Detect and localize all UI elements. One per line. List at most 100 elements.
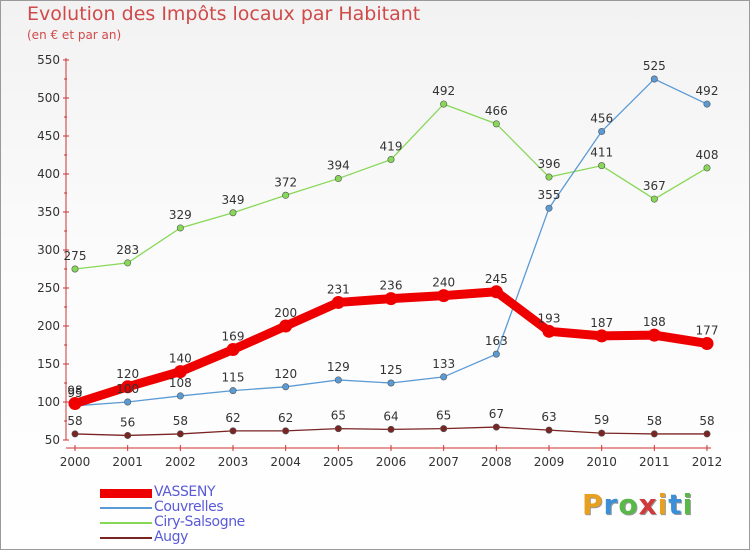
legend-swatch [100, 507, 152, 509]
point-ciry-salsogne [334, 175, 342, 183]
point-vasseny [68, 397, 82, 411]
x-tick-label: 2005 [323, 455, 354, 469]
legend-label: Augy [154, 529, 189, 545]
point-ciry-salsogne [176, 224, 184, 232]
chart-title: Evolution des Impôts locaux par Habitant [27, 3, 421, 25]
point-couvrelles [124, 398, 132, 406]
point-vasseny [226, 343, 240, 357]
data-label-vasseny: 236 [380, 279, 403, 293]
data-label-vasseny: 193 [538, 311, 561, 325]
data-label-ciry-salsogne: 372 [274, 175, 297, 189]
x-tick-label: 2007 [428, 455, 459, 469]
data-label-ciry-salsogne: 411 [590, 146, 613, 160]
proxiti-logo: Proxiti [582, 488, 693, 521]
data-label-couvrelles: 525 [643, 59, 666, 73]
data-label-couvrelles: 115 [222, 371, 245, 385]
data-label-vasseny: 245 [485, 272, 508, 286]
point-couvrelles [545, 204, 553, 212]
data-label-vasseny: 240 [432, 276, 455, 290]
y-tick-label: 200 [37, 319, 60, 333]
point-ciry-salsogne [598, 162, 606, 170]
series-line-ciry-salsogne [74, 103, 708, 270]
point-vasseny [173, 365, 187, 379]
point-augy [71, 430, 79, 438]
point-augy [387, 425, 395, 433]
point-augy [229, 427, 237, 435]
data-label-vasseny: 120 [116, 367, 139, 381]
y-tick-label: 50 [45, 433, 60, 447]
x-tick-label: 2006 [376, 455, 407, 469]
data-label-ciry-salsogne: 408 [696, 148, 719, 162]
legend-label: Ciry-Salsogne [154, 514, 245, 530]
data-label-augy: 62 [278, 411, 293, 425]
logo-letter: o [618, 488, 639, 521]
logo-letter: r [603, 488, 619, 521]
point-vasseny [700, 336, 714, 350]
point-ciry-salsogne [229, 209, 237, 217]
point-couvrelles [334, 376, 342, 384]
point-couvrelles [282, 383, 290, 391]
point-ciry-salsogne [545, 173, 553, 181]
data-label-ciry-salsogne: 396 [538, 157, 561, 171]
data-label-ciry-salsogne: 283 [116, 243, 139, 257]
data-label-augy: 58 [173, 414, 188, 428]
y-tick-label: 150 [37, 357, 60, 371]
point-vasseny [489, 285, 503, 299]
data-label-augy: 58 [647, 414, 662, 428]
point-augy [440, 425, 448, 433]
point-ciry-salsogne [492, 120, 500, 128]
point-augy [492, 423, 500, 431]
logo-letter: i [657, 488, 669, 521]
chart-subtitle: (en € et par an) [27, 28, 122, 42]
point-augy [650, 430, 658, 438]
data-label-couvrelles: 120 [274, 367, 297, 381]
data-label-ciry-salsogne: 419 [380, 140, 403, 154]
point-couvrelles [176, 392, 184, 400]
data-label-ciry-salsogne: 492 [432, 84, 455, 98]
x-tick-label: 2009 [534, 455, 565, 469]
data-label-vasseny: 177 [696, 323, 719, 337]
data-label-augy: 63 [541, 410, 556, 424]
legend-swatch [100, 522, 152, 524]
data-label-couvrelles: 492 [696, 84, 719, 98]
x-tick-label: 2012 [692, 455, 723, 469]
legend-label: Couvrelles [154, 499, 224, 515]
x-tick-label: 2000 [60, 455, 91, 469]
data-label-vasseny: 140 [169, 352, 192, 366]
y-tick-label: 300 [37, 243, 60, 257]
point-couvrelles [387, 379, 395, 387]
point-ciry-salsogne [650, 195, 658, 203]
data-label-vasseny: 200 [274, 306, 297, 320]
point-couvrelles [650, 75, 658, 83]
logo-letter: P [582, 488, 604, 521]
point-augy [124, 431, 132, 439]
point-ciry-salsogne [282, 191, 290, 199]
y-tick-label: 250 [37, 281, 60, 295]
point-vasseny [384, 292, 398, 306]
point-couvrelles [703, 100, 711, 108]
data-label-vasseny: 169 [222, 330, 245, 344]
y-tick-label: 350 [37, 205, 60, 219]
data-label-augy: 67 [489, 407, 504, 421]
point-ciry-salsogne [387, 156, 395, 164]
point-augy [545, 426, 553, 434]
data-label-couvrelles: 100 [116, 382, 139, 396]
point-augy [176, 430, 184, 438]
point-augy [334, 425, 342, 433]
point-vasseny [121, 380, 135, 394]
data-label-ciry-salsogne: 349 [222, 193, 245, 207]
y-tick-label: 450 [37, 129, 60, 143]
data-label-couvrelles: 95 [67, 386, 82, 400]
point-vasseny [279, 319, 293, 333]
data-label-augy: 58 [67, 414, 82, 428]
x-tick-label: 2001 [112, 455, 143, 469]
x-tick-label: 2010 [586, 455, 617, 469]
y-tick-label: 100 [37, 395, 60, 409]
y-tick-label: 400 [37, 167, 60, 181]
data-label-ciry-salsogne: 329 [169, 208, 192, 222]
data-label-vasseny: 231 [327, 282, 350, 296]
data-label-augy: 65 [436, 409, 451, 423]
x-tick-label: 2008 [481, 455, 512, 469]
data-label-vasseny: 188 [643, 315, 666, 329]
point-couvrelles [440, 373, 448, 381]
